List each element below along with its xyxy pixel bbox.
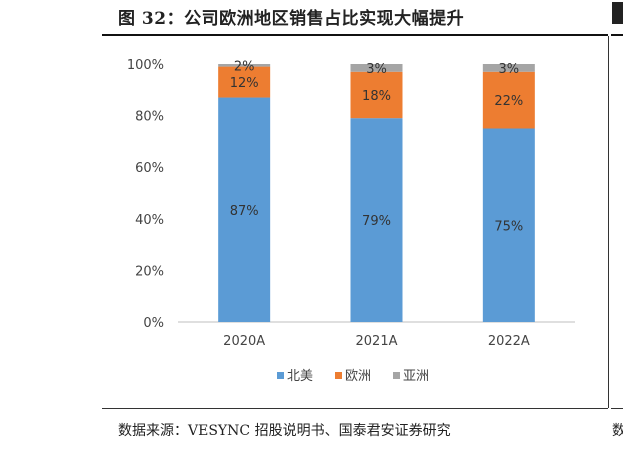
panel-divider xyxy=(608,36,609,408)
legend-label: 亚洲 xyxy=(403,369,429,384)
bar-segment xyxy=(350,118,403,323)
legend-swatch xyxy=(277,372,284,379)
y-tick-label: 40% xyxy=(135,213,164,228)
data-label: 79% xyxy=(362,214,391,229)
bar-segment xyxy=(218,66,271,98)
legend-swatch xyxy=(335,372,342,379)
y-tick-label: 60% xyxy=(135,161,164,176)
title-rule xyxy=(102,34,608,36)
y-tick-label: 80% xyxy=(135,110,164,125)
bar-segment xyxy=(482,128,535,322)
legend-label: 北美 xyxy=(287,369,313,384)
bars-layer xyxy=(218,64,535,323)
y-tick-label: 100% xyxy=(127,58,164,73)
bar-segment xyxy=(218,97,271,322)
legend: 北美 欧洲 亚洲 xyxy=(277,369,429,384)
x-tick-label: 2022A xyxy=(488,334,530,349)
data-label: 3% xyxy=(366,62,387,77)
data-label: 12% xyxy=(230,76,259,91)
y-tick-label: 0% xyxy=(143,316,164,331)
data-label: 22% xyxy=(494,94,523,109)
adjacent-title-rule xyxy=(611,34,623,36)
bar-segment xyxy=(482,71,535,129)
bar-segment xyxy=(482,64,535,72)
source-note: 数据来源：VESYNC 招股说明书、国泰君安证券研究 xyxy=(118,423,451,439)
y-tick-label: 20% xyxy=(135,264,164,279)
x-tick-label: 2020A xyxy=(223,334,265,349)
legend-label: 欧洲 xyxy=(345,369,371,384)
bar-segment xyxy=(350,71,403,119)
data-label: 87% xyxy=(230,204,259,219)
adjacent-figure-fragment xyxy=(612,2,623,24)
data-label: 75% xyxy=(494,219,523,234)
data-label: 3% xyxy=(499,62,520,77)
x-tick-label: 2021A xyxy=(356,334,398,349)
source-rule xyxy=(102,408,608,409)
adjacent-source-rule xyxy=(611,408,623,409)
legend-swatch xyxy=(393,372,400,379)
labels-layer: 87% 12% 2% 79% 18% 3% 75% 22% 3% xyxy=(230,59,524,234)
figure-title: 图 32：公司欧洲地区销售占比实现大幅提升 xyxy=(118,9,465,29)
data-label: 18% xyxy=(362,89,391,104)
data-label: 2% xyxy=(234,59,255,74)
bar-segment xyxy=(218,64,271,67)
adjacent-source-fragment: 数 xyxy=(612,423,623,439)
bar-segment xyxy=(350,64,403,72)
